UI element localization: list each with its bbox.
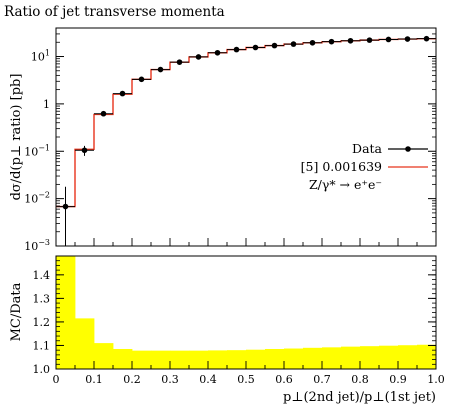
legend-label-data: Data bbox=[352, 141, 382, 156]
ratio-band-bin bbox=[151, 350, 171, 369]
x-tick-label: 0.5 bbox=[237, 373, 255, 386]
data-points bbox=[56, 35, 436, 246]
data-point bbox=[322, 38, 341, 45]
x-tick-label: 0.6 bbox=[275, 373, 293, 386]
data-point bbox=[75, 145, 94, 156]
main-panel-frame bbox=[55, 27, 437, 247]
data-point bbox=[341, 37, 360, 44]
main-x-axis-ticks bbox=[55, 238, 437, 246]
ratio-band-bin bbox=[189, 350, 209, 369]
x-tick-label: 0.7 bbox=[313, 373, 331, 386]
ratio-band-bin bbox=[303, 347, 323, 369]
data-point bbox=[189, 54, 208, 60]
ratio-band-bin bbox=[341, 346, 361, 369]
data-point bbox=[284, 41, 303, 47]
ratio-band-bin bbox=[379, 345, 399, 369]
main-y-tick-label: 10−2 bbox=[24, 191, 50, 206]
data-point-marker bbox=[271, 42, 278, 49]
data-point bbox=[398, 36, 417, 42]
ratio-band-bin bbox=[360, 346, 380, 369]
data-point bbox=[246, 44, 265, 51]
data-point bbox=[151, 66, 170, 73]
x-tick-label: 0.4 bbox=[199, 373, 217, 386]
ratio-band-bin bbox=[113, 348, 133, 369]
ratio-uncertainty-band bbox=[56, 256, 437, 369]
data-point-marker bbox=[328, 38, 335, 45]
ratio-band-bin bbox=[56, 256, 76, 369]
data-point bbox=[227, 46, 246, 53]
ratio-y-tick-label: 1.3 bbox=[33, 292, 51, 305]
ratio-panel: 1.0 1.1 1.2 1.3 1.4 0 0.1 0.2 0.3 0.4 0.5 0.6 0.7 0.… bbox=[9, 255, 445, 386]
main-y-tick-label: 10−1 bbox=[24, 143, 50, 158]
ratio-band-bin bbox=[132, 350, 152, 369]
x-tick-label: 0 bbox=[53, 373, 60, 386]
data-point-marker bbox=[100, 110, 107, 117]
x-tick-label: 0.9 bbox=[389, 373, 407, 386]
x-axis-title: p⊥(2nd jet)/p⊥(1st jet) bbox=[283, 390, 436, 405]
data-point bbox=[170, 59, 189, 65]
data-point-marker bbox=[81, 147, 88, 154]
data-point-marker bbox=[233, 46, 240, 53]
main-y-tick-label: 101 bbox=[31, 49, 50, 64]
data-point-marker bbox=[423, 35, 430, 42]
data-point-marker bbox=[309, 39, 316, 46]
data-point-marker bbox=[119, 90, 126, 97]
data-point-marker bbox=[157, 66, 164, 73]
ratio-band-bin bbox=[208, 350, 228, 369]
ratio-y-tick-label: 1.2 bbox=[33, 316, 51, 329]
data-point bbox=[56, 186, 75, 246]
data-point bbox=[113, 90, 132, 97]
ratio-band-bin bbox=[265, 348, 285, 369]
data-point bbox=[94, 110, 113, 117]
x-tick-label: 0.2 bbox=[123, 373, 141, 386]
ratio-y-axis-title: MC/Data bbox=[9, 282, 24, 341]
ratio-y-tick-label: 1.1 bbox=[33, 339, 51, 352]
ratio-y-axis: 1.0 1.1 1.2 1.3 1.4 bbox=[33, 260, 436, 376]
data-point bbox=[132, 76, 151, 83]
data-point-marker bbox=[366, 37, 373, 43]
main-panel: 10−3 10−2 10−1 1 101 dσ/d(p⊥ ratio) [pb] Dat… bbox=[9, 27, 437, 253]
main-y-tick-label: 1 bbox=[43, 98, 50, 111]
main-y-axis-title: dσ/d(p⊥ ratio) [pb] bbox=[9, 74, 24, 201]
x-tick-label: 0.3 bbox=[161, 373, 179, 386]
ratio-band-bin bbox=[94, 343, 114, 369]
main-y-tick-label: 10−3 bbox=[24, 238, 50, 253]
data-point-marker bbox=[290, 41, 297, 47]
ratio-y-tick-label: 1.0 bbox=[33, 363, 51, 376]
ratio-band-bin bbox=[170, 350, 190, 369]
x-tick-label: 1.0 bbox=[427, 373, 445, 386]
data-point bbox=[379, 36, 398, 43]
data-point-marker bbox=[214, 49, 221, 56]
ratio-band-bin bbox=[417, 344, 437, 369]
legend-process-label: Z/γ* → e⁺e⁻ bbox=[309, 177, 382, 192]
data-point-marker bbox=[62, 203, 69, 210]
data-point-marker bbox=[195, 54, 202, 60]
data-point bbox=[417, 35, 436, 42]
legend: Data [5] 0.001639 Z/γ* → e⁺e⁻ bbox=[301, 141, 428, 192]
data-point-marker bbox=[404, 36, 411, 42]
ratio-band-bin bbox=[398, 345, 418, 369]
ratio-band-bin bbox=[284, 348, 304, 369]
chart-title: Ratio of jet transverse momenta bbox=[4, 4, 225, 20]
data-point bbox=[265, 42, 284, 49]
ratio-y-tick-label: 1.4 bbox=[33, 269, 51, 282]
data-point-marker bbox=[138, 76, 145, 83]
data-point-marker bbox=[347, 37, 354, 44]
data-point bbox=[360, 37, 379, 43]
ratio-band-bin bbox=[75, 318, 95, 369]
data-point-marker bbox=[176, 59, 183, 65]
data-point-marker bbox=[252, 44, 259, 51]
legend-marker-data bbox=[405, 146, 411, 152]
ratio-band-bin bbox=[322, 347, 342, 369]
legend-label-mc: [5] 0.001639 bbox=[301, 159, 382, 174]
x-tick-label: 0.1 bbox=[85, 373, 103, 386]
x-tick-label: 0.8 bbox=[351, 373, 369, 386]
data-point bbox=[208, 49, 227, 56]
data-point bbox=[303, 39, 322, 46]
ratio-band-bin bbox=[227, 350, 247, 369]
data-point-marker bbox=[385, 36, 392, 43]
ratio-band-bin bbox=[246, 349, 266, 369]
x-axis: 0 0.1 0.2 0.3 0.4 0.5 0.6 0.7 0.8 0.9 1.0 bbox=[53, 361, 445, 386]
